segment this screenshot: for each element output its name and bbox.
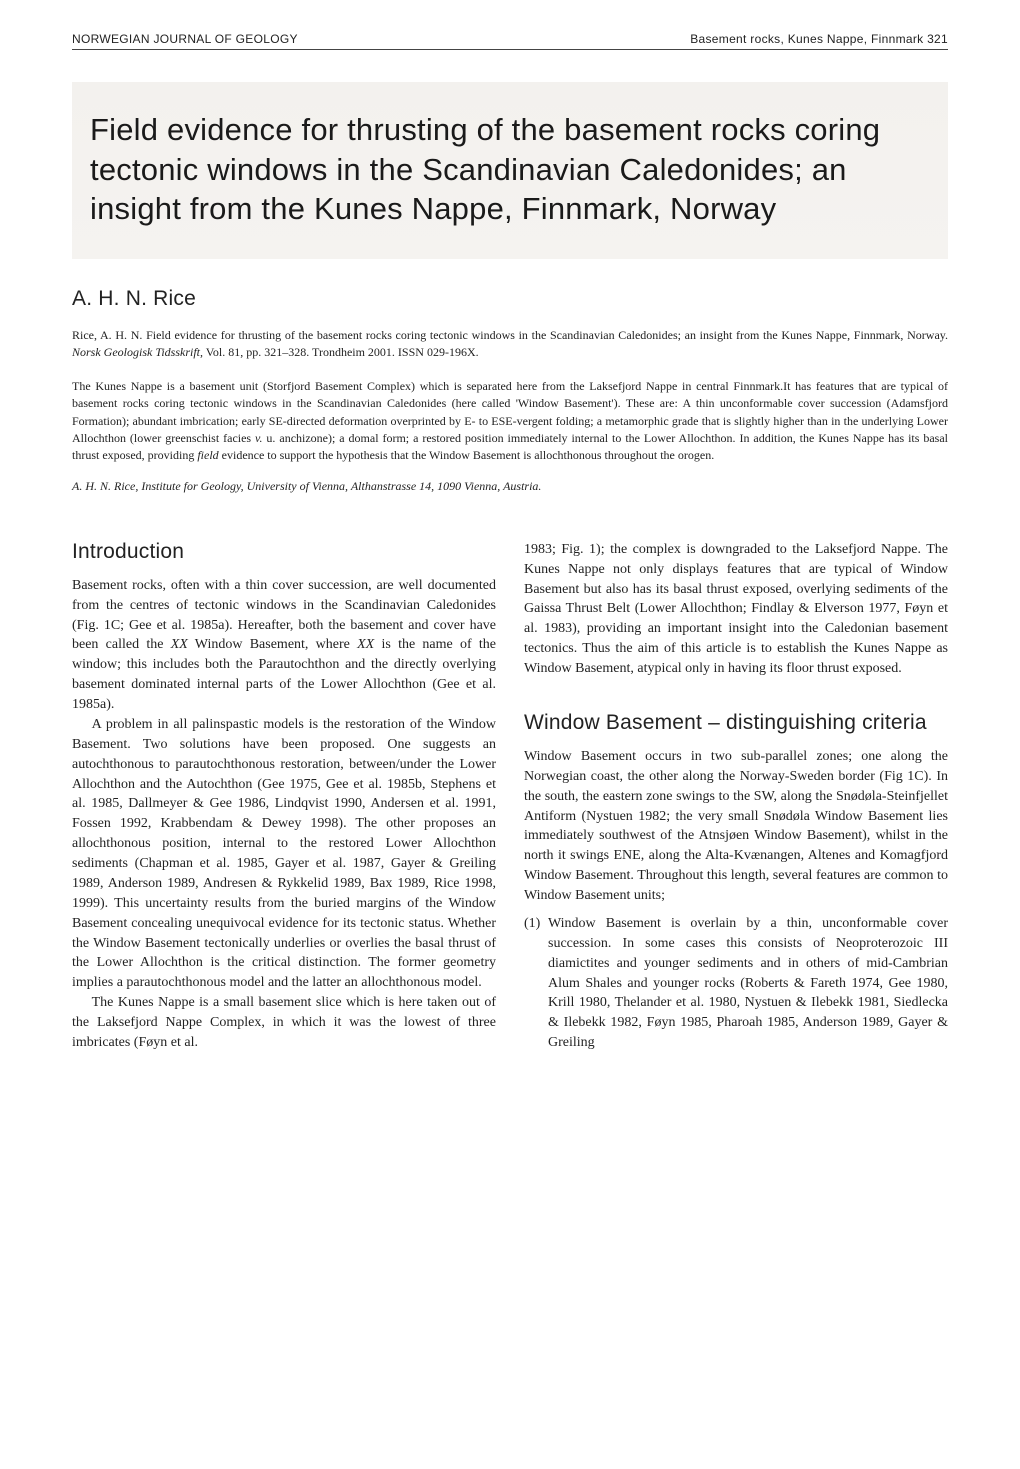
p1-ital1: XX [171,637,188,652]
abstract-c: evidence to support the hypothesis that … [219,448,715,462]
title-block: Field evidence for thrusting of the base… [72,82,948,259]
abstract-b-ital: field [197,448,218,462]
citation: Rice, A. H. N. Field evidence for thrust… [72,327,948,362]
affiliation: A. H. N. Rice, Institute for Geology, Un… [72,479,948,494]
citation-journal: Norsk Geologisk Tidsskrift, [72,345,203,359]
intro-para-3: The Kunes Nappe is a small basement slic… [72,993,496,1053]
journal-name: NORWEGIAN JOURNAL OF GEOLOGY [72,32,298,46]
intro-heading: Introduction [72,540,496,564]
page-label: Basement rocks, Kunes Nappe, Finnmark 32… [690,32,948,46]
criteria-heading: Window Basement – distinguishing criteri… [524,711,948,735]
right-column: 1983; Fig. 1); the complex is downgraded… [524,540,948,1053]
right-para-2: Window Basement occurs in two sub-parall… [524,747,948,906]
right-para-1: 1983; Fig. 1); the complex is downgraded… [524,540,948,679]
citation-pre: Rice, A. H. N. Field evidence for thrust… [72,328,948,342]
author-name: A. H. N. Rice [72,287,948,311]
body-columns: Introduction Basement rocks, often with … [72,540,948,1053]
p1-ital2: XX [357,637,374,652]
intro-para-1: Basement rocks, often with a thin cover … [72,576,496,715]
p1b: Window Basement, where [188,637,357,652]
running-header: NORWEGIAN JOURNAL OF GEOLOGY Basement ro… [72,32,948,50]
left-column: Introduction Basement rocks, often with … [72,540,496,1053]
criteria-body-1: Window Basement is overlain by a thin, u… [548,914,948,1053]
abstract: The Kunes Nappe is a basement unit (Stor… [72,378,948,465]
intro-para-2: A problem in all palinspastic models is … [72,715,496,993]
article-title: Field evidence for thrusting of the base… [90,110,930,229]
citation-post: Vol. 81, pp. 321–328. Trondheim 2001. IS… [203,345,479,359]
criteria-num-1: (1) [524,914,548,1053]
criteria-item-1: (1) Window Basement is overlain by a thi… [524,914,948,1053]
